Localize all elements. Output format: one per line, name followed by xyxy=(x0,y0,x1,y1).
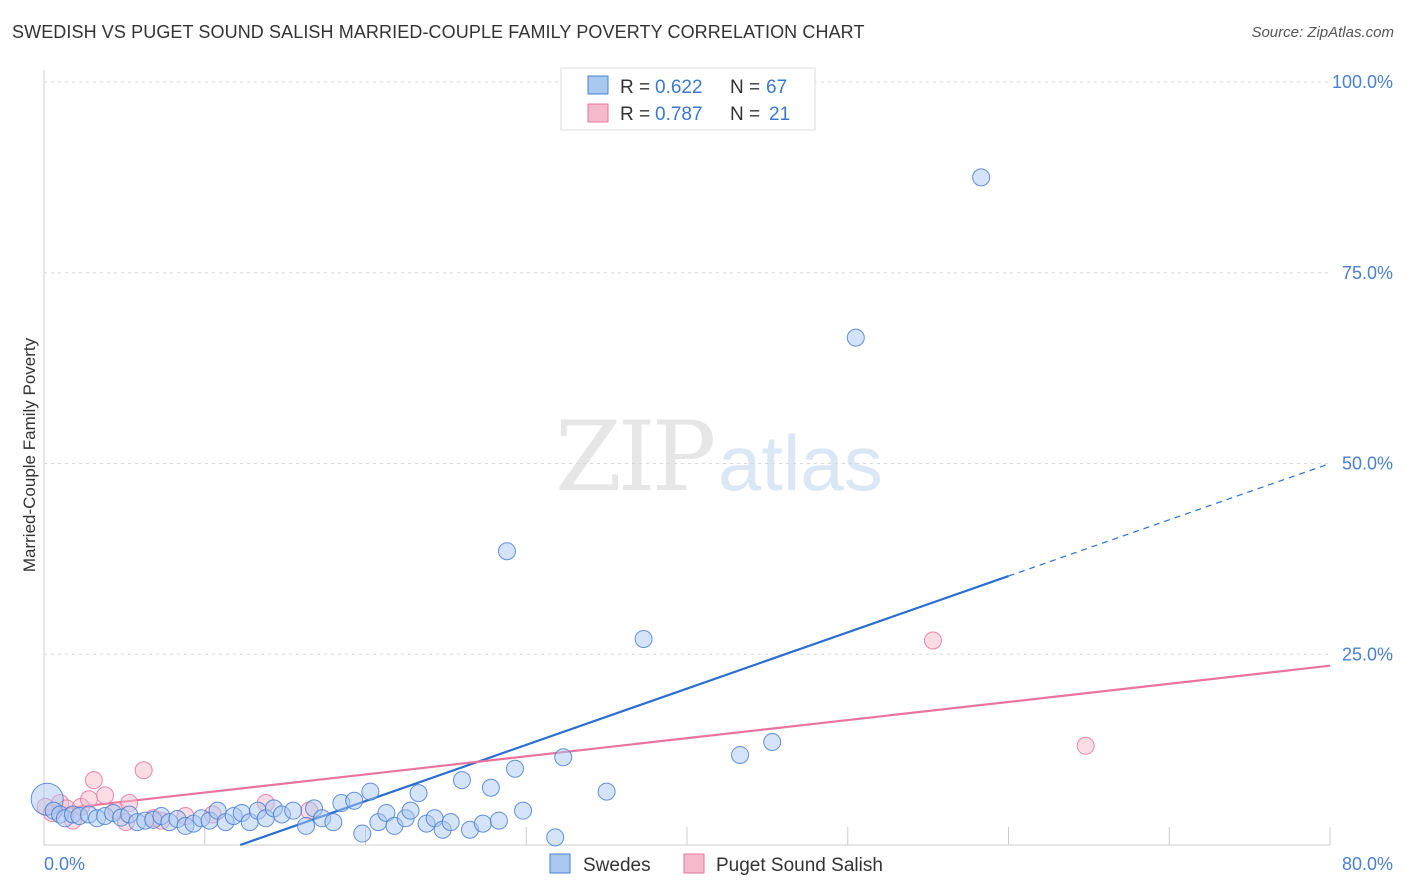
swedes-point xyxy=(546,828,565,847)
puget-point xyxy=(134,761,153,780)
puget-point xyxy=(96,786,115,805)
y-tick-label: 50.0% xyxy=(1342,454,1393,474)
swedes-point xyxy=(284,801,303,820)
source-label: Source: ZipAtlas.com xyxy=(1251,24,1394,41)
swedes-point xyxy=(377,803,396,822)
series-legend-swatch-swedes xyxy=(549,853,571,874)
swedes-point xyxy=(763,732,782,751)
swedes-point xyxy=(554,748,573,767)
swedes-point xyxy=(401,801,420,820)
swedes-point xyxy=(409,784,428,803)
swedes-point xyxy=(489,811,508,830)
swedes-point xyxy=(353,824,372,843)
trend-line-extension-swedes xyxy=(1008,462,1331,577)
legend-r-value-swedes: 0.622 xyxy=(655,77,703,98)
swedes-point xyxy=(324,813,343,832)
puget-point xyxy=(84,771,103,790)
puget-point xyxy=(1076,736,1095,755)
swedes-point xyxy=(473,814,492,833)
swedes-point xyxy=(731,745,750,764)
swedes-point xyxy=(297,816,316,835)
legend-swatch-swedes xyxy=(587,75,609,95)
swedes-point xyxy=(497,542,516,561)
series-legend-swatch-puget xyxy=(683,853,705,874)
y-tick-label: 75.0% xyxy=(1342,263,1393,283)
watermark-zip: ZIP xyxy=(555,401,714,513)
y-tick-label: 25.0% xyxy=(1342,644,1393,664)
legend-n-label-puget: N = xyxy=(730,104,760,125)
x-tick-label-max: 80.0% xyxy=(1342,854,1393,874)
y-axis-label: Married-Couple Family Poverty xyxy=(20,337,39,572)
swedes-point xyxy=(597,782,616,801)
legend-n-value-swedes: 67 xyxy=(766,77,787,98)
trend-line-puget xyxy=(43,664,1331,812)
chart-title: SWEDISH VS PUGET SOUND SALISH MARRIED-CO… xyxy=(12,22,865,42)
puget-point xyxy=(80,790,99,809)
watermark: ZIP atlas xyxy=(555,401,883,513)
swedes-points xyxy=(30,168,991,847)
x-tick-label-min: 0.0% xyxy=(44,854,85,874)
swedes-point xyxy=(441,813,460,832)
series-legend-label-puget: Puget Sound Salish xyxy=(716,855,883,876)
swedes-point xyxy=(345,791,364,810)
legend-swatch-puget xyxy=(587,103,609,123)
y-tick-label: 100.0% xyxy=(1332,72,1393,92)
legend-n-value-puget: 21 xyxy=(769,104,790,125)
swedes-point xyxy=(452,771,471,790)
swedes-point xyxy=(514,801,533,820)
legend-r-label-puget: R = xyxy=(620,104,650,125)
swedes-point xyxy=(505,759,524,778)
series-legend: Swedes Puget Sound Salish xyxy=(549,853,883,876)
swedes-point xyxy=(634,629,653,648)
swedes-point xyxy=(972,168,991,187)
swedes-point xyxy=(846,328,865,347)
legend-r-label-swedes: R = xyxy=(620,77,650,98)
series-legend-label-swedes: Swedes xyxy=(583,855,651,876)
swedes-point xyxy=(481,778,500,797)
legend-r-value-puget: 0.787 xyxy=(655,104,703,125)
legend-n-label-swedes: N = xyxy=(730,77,760,98)
puget-point xyxy=(923,631,942,650)
swedes-point xyxy=(361,782,380,801)
correlation-legend: R = 0.622 N = 67 R = 0.787 N = 21 xyxy=(560,67,816,131)
axes: 25.0% 50.0% 75.0% 100.0% xyxy=(43,70,1393,846)
